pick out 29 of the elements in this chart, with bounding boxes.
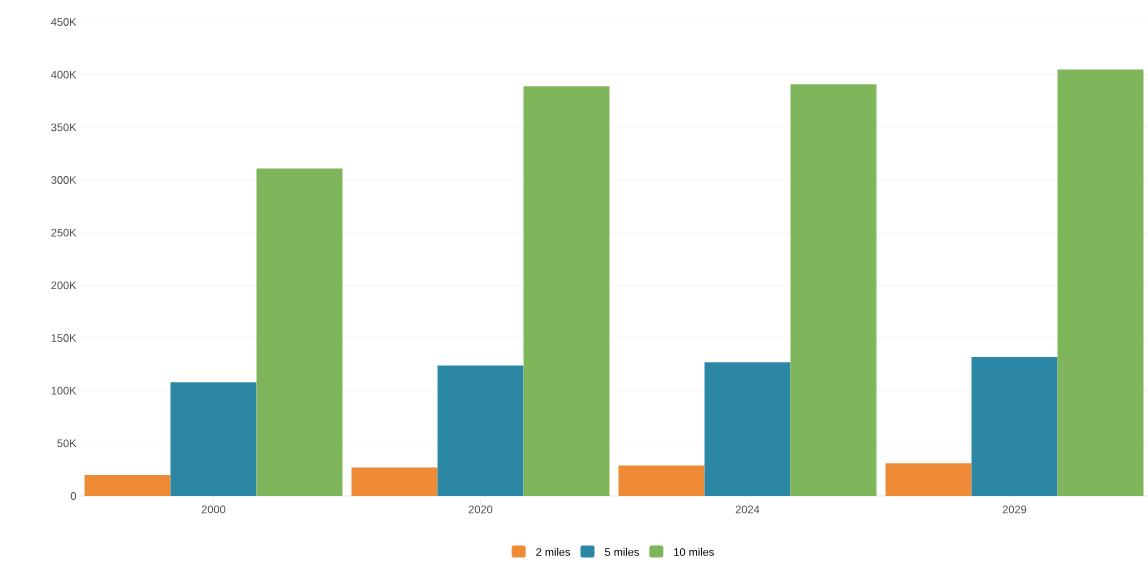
- x-tick-label: 2000: [201, 505, 226, 514]
- bar: [790, 84, 877, 496]
- y-tick-label: 300K: [51, 176, 77, 184]
- bar: [351, 467, 438, 496]
- bar: [523, 86, 610, 496]
- x-tick-label: 2020: [468, 505, 493, 514]
- y-tick-label: 200K: [51, 281, 77, 290]
- y-tick-label: 0: [70, 492, 77, 500]
- y-tick-label: 350K: [51, 123, 77, 132]
- bar: [437, 365, 524, 496]
- bar: [971, 356, 1058, 496]
- y-tick-label: 250K: [51, 228, 77, 237]
- bar: [84, 474, 171, 496]
- bar: [1057, 69, 1144, 496]
- bar: [256, 168, 343, 496]
- legend-label: 2 miles: [536, 547, 571, 556]
- bar: [170, 382, 257, 496]
- x-tick-label: 2024: [735, 505, 760, 514]
- y-tick-label: 50K: [57, 439, 77, 448]
- legend-label: 5 miles: [604, 547, 639, 556]
- y-tick-label: 100K: [51, 386, 77, 395]
- bar: [885, 463, 972, 496]
- x-tick-label: 2029: [1002, 505, 1027, 514]
- y-tick-label: 400K: [51, 70, 77, 79]
- y-tick-label: 450K: [51, 18, 77, 26]
- legend-label: 10 miles: [674, 547, 714, 556]
- bar: [618, 465, 705, 496]
- bar: [704, 362, 791, 496]
- y-tick-label: 150K: [51, 334, 77, 342]
